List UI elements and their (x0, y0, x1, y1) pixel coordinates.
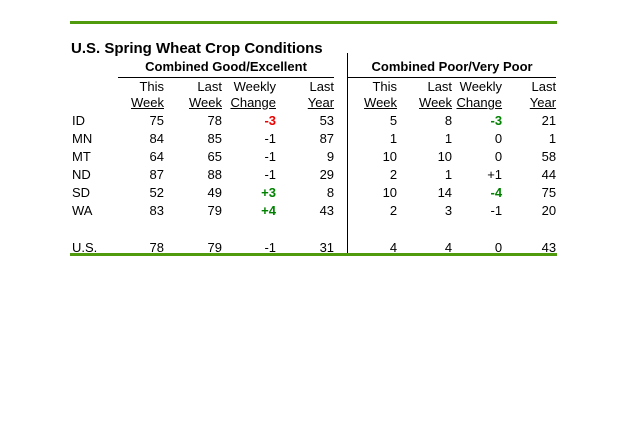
value-cell: 83 (149, 203, 164, 218)
change-cell: -1 (264, 240, 276, 255)
value-cell: 65 (207, 149, 222, 164)
value-cell: 79 (207, 240, 222, 255)
value-cell: 21 (541, 113, 557, 128)
value-cell: 43 (319, 203, 335, 218)
value-cell: 29 (319, 167, 335, 182)
col-header: Last (197, 79, 222, 94)
value-cell: 75 (541, 185, 557, 200)
value-cell: 87 (319, 131, 335, 146)
value-cell: 75 (149, 113, 164, 128)
state-label: ID (72, 113, 85, 128)
change-cell: -1 (264, 149, 276, 164)
change-cell: 0 (494, 149, 503, 164)
col-header: Week (131, 95, 164, 110)
column-header-row-1: This Last Weekly Last This Last Weekly L… (70, 77, 556, 94)
value-cell: 64 (149, 149, 164, 164)
value-cell: 4 (389, 240, 398, 255)
state-label: WA (72, 203, 93, 218)
change-cell: +4 (261, 203, 276, 218)
value-cell: 52 (149, 185, 164, 200)
top-rule (70, 21, 557, 24)
value-cell: 79 (207, 203, 222, 218)
col-header: Year (307, 95, 335, 110)
col-header: This (372, 79, 398, 94)
bottom-rule (70, 253, 557, 256)
col-header: Week (364, 95, 398, 110)
value-cell: 8 (326, 185, 335, 200)
value-cell: 58 (541, 149, 557, 164)
col-header: This (139, 79, 164, 94)
change-cell: -1 (264, 167, 276, 182)
crop-conditions-table: Combined Good/Excellent Combined Poor/Ve… (70, 56, 557, 255)
change-cell: +1 (487, 167, 503, 182)
value-cell: 1 (389, 131, 398, 146)
value-cell: 85 (207, 131, 222, 146)
value-cell: 5 (389, 113, 398, 128)
value-cell: 20 (541, 203, 557, 218)
value-cell: 44 (541, 167, 557, 182)
value-cell: 84 (149, 131, 164, 146)
change-cell: -3 (490, 113, 503, 128)
value-cell: 31 (319, 240, 335, 255)
change-cell: 0 (494, 131, 503, 146)
page-title: U.S. Spring Wheat Crop Conditions (71, 40, 323, 58)
col-header: Week (419, 95, 453, 110)
value-cell: 1 (548, 131, 557, 146)
value-cell: 4 (444, 240, 453, 255)
table-row: ID 75 78 -3 53 5 8 -3 21 (70, 110, 556, 128)
state-label: SD (72, 185, 91, 200)
col-header: Year (529, 95, 557, 110)
value-cell: 10 (437, 149, 453, 164)
col-header: Last (309, 79, 335, 94)
table-row: MT 64 65 -1 9 10 10 0 58 (70, 146, 556, 164)
change-cell: -4 (490, 185, 503, 200)
us-total-row: U.S. 78 79 -1 31 4 4 0 43 (70, 240, 556, 255)
state-label: MT (72, 149, 91, 164)
state-label: ND (72, 167, 91, 182)
value-cell: 78 (149, 240, 164, 255)
change-cell: 0 (494, 240, 503, 255)
column-header-row-2: Week Week Change Year Week Week Change Y… (70, 94, 556, 110)
value-cell: 43 (541, 240, 557, 255)
state-label: U.S. (72, 240, 98, 255)
col-header: Weekly (233, 79, 276, 94)
value-cell: 49 (207, 185, 222, 200)
col-header: Change (456, 95, 503, 110)
section-title-good-excellent: Combined Good/Excellent (118, 56, 335, 78)
change-cell: -1 (264, 131, 276, 146)
change-cell: -3 (264, 113, 276, 128)
value-cell: 88 (207, 167, 222, 182)
value-cell: 87 (149, 167, 164, 182)
value-cell: 2 (389, 203, 398, 218)
value-cell: 3 (444, 203, 453, 218)
col-header: Last (531, 79, 557, 94)
value-cell: 1 (444, 167, 453, 182)
section-title-poor-very-poor: Combined Poor/Very Poor (348, 56, 557, 78)
col-header: Weekly (459, 79, 503, 94)
table-row: WA 83 79 +4 43 2 3 -1 20 (70, 200, 556, 218)
table-row: ND 87 88 -1 29 2 1 +1 44 (70, 164, 556, 182)
value-cell: 10 (382, 185, 398, 200)
change-cell: +3 (261, 185, 276, 200)
section-header-row: Combined Good/Excellent Combined Poor/Ve… (70, 56, 557, 78)
value-cell: 2 (389, 167, 398, 182)
value-cell: 8 (444, 113, 453, 128)
state-label: MN (72, 131, 93, 146)
value-cell: 9 (326, 149, 335, 164)
value-cell: 1 (444, 131, 453, 146)
change-cell: -1 (490, 203, 503, 218)
table-row: MN 84 85 -1 87 1 1 0 1 (70, 128, 556, 146)
col-header: Week (189, 95, 222, 110)
value-cell: 14 (437, 185, 453, 200)
col-header: Last (427, 79, 453, 94)
spacer-row (70, 218, 556, 240)
value-cell: 10 (382, 149, 398, 164)
value-cell: 78 (207, 113, 222, 128)
value-cell: 53 (319, 113, 335, 128)
col-header: Change (230, 95, 276, 110)
section-divider (347, 53, 348, 254)
table-row: SD 52 49 +3 8 10 14 -4 75 (70, 182, 556, 200)
